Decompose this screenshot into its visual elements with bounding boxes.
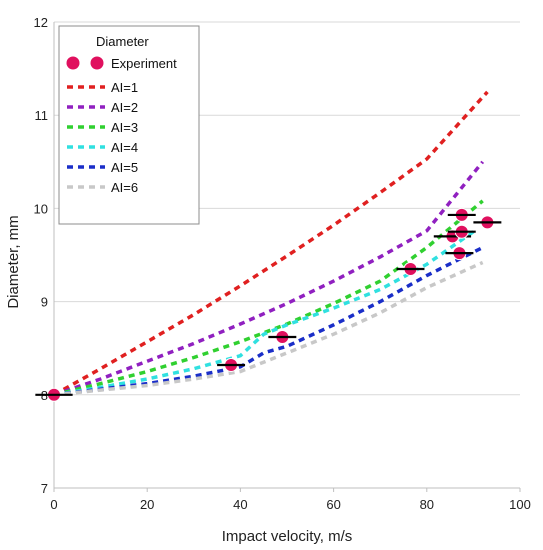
y-tick-label: 12 [34, 15, 48, 30]
x-tick-label: 80 [420, 497, 434, 512]
series-line-ai-3 [53, 199, 484, 397]
legend-box [58, 25, 200, 225]
legend-items: Experiment AI=1 AI=2 AI=3 AI=4 AI=5 AI=6 [66, 56, 177, 195]
legend-label: AI=1 [111, 80, 138, 95]
y-tick-label: 10 [34, 201, 48, 216]
series-line-ai-1 [53, 90, 489, 397]
x-tick-label: 100 [509, 497, 531, 512]
y-tick-label: 11 [35, 108, 49, 123]
x-axis-title: Impact velocity, m/s [222, 528, 353, 545]
x-tick-label: 20 [140, 497, 154, 512]
series-line-ai-4 [53, 230, 475, 397]
legend-marker-experiment [66, 56, 80, 70]
legend-label: AI=4 [111, 140, 138, 155]
legend-label: AI=3 [111, 120, 138, 135]
experiment-points [35, 207, 502, 402]
series-lines [53, 90, 489, 397]
y-tick-label: 9 [41, 295, 48, 310]
series-line-ai-2 [53, 160, 485, 397]
x-tick-label: 40 [233, 497, 247, 512]
y-tick-labels: 789101112 [34, 15, 48, 496]
y-tick-label: 7 [41, 481, 48, 496]
legend-label-experiment: Experiment [111, 56, 177, 71]
legend-label: AI=6 [111, 180, 138, 195]
legend-label: AI=5 [111, 160, 138, 175]
axes [53, 22, 521, 492]
legend-marker-experiment [90, 56, 104, 70]
legend-title: Diameter [96, 34, 149, 49]
x-tick-labels: 0 20 40 60 80 100 [50, 497, 530, 512]
legend-label: AI=2 [111, 100, 138, 115]
series-line-ai-6 [53, 260, 484, 397]
x-tick-label: 60 [326, 497, 340, 512]
x-tick-label: 0 [50, 497, 57, 512]
legend: Diameter Experiment AI=1 AI=2 AI=3 AI=4 AI=5 A… [58, 25, 200, 225]
y-axis-title: Diameter, mm [5, 215, 22, 308]
